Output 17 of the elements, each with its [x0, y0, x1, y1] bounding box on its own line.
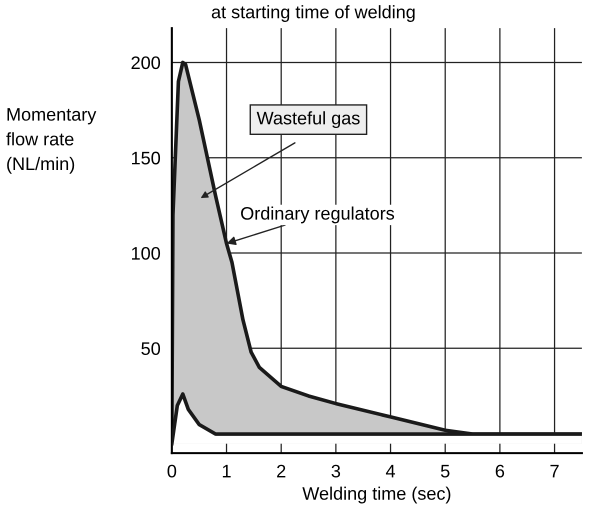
- x-tick-label: 5: [440, 464, 450, 478]
- chart-title: at starting time of welding: [212, 5, 415, 22]
- x-tick-label: 1: [222, 464, 231, 478]
- annotation: Wasteful gas: [256, 111, 360, 128]
- x-tick-label: 2: [277, 464, 286, 478]
- y-tick-label: 150: [132, 152, 160, 164]
- annotation: Ordinary regulators: [241, 206, 394, 224]
- x-tick-label: 7: [550, 464, 559, 478]
- x-axis-title: Welding time (sec): [302, 486, 450, 504]
- x-tick-label: 6: [496, 464, 504, 478]
- y-tick-label: 100: [132, 246, 160, 260]
- y-tick-label: 50: [141, 342, 160, 356]
- x-tick-label: 4: [386, 464, 396, 478]
- y-tick-label: 200: [132, 56, 160, 70]
- y-axis-title: Momentary flow rate (NL/min): [6, 108, 96, 174]
- x-tick-label: 0: [168, 464, 176, 478]
- x-tick-label: 3: [332, 464, 340, 478]
